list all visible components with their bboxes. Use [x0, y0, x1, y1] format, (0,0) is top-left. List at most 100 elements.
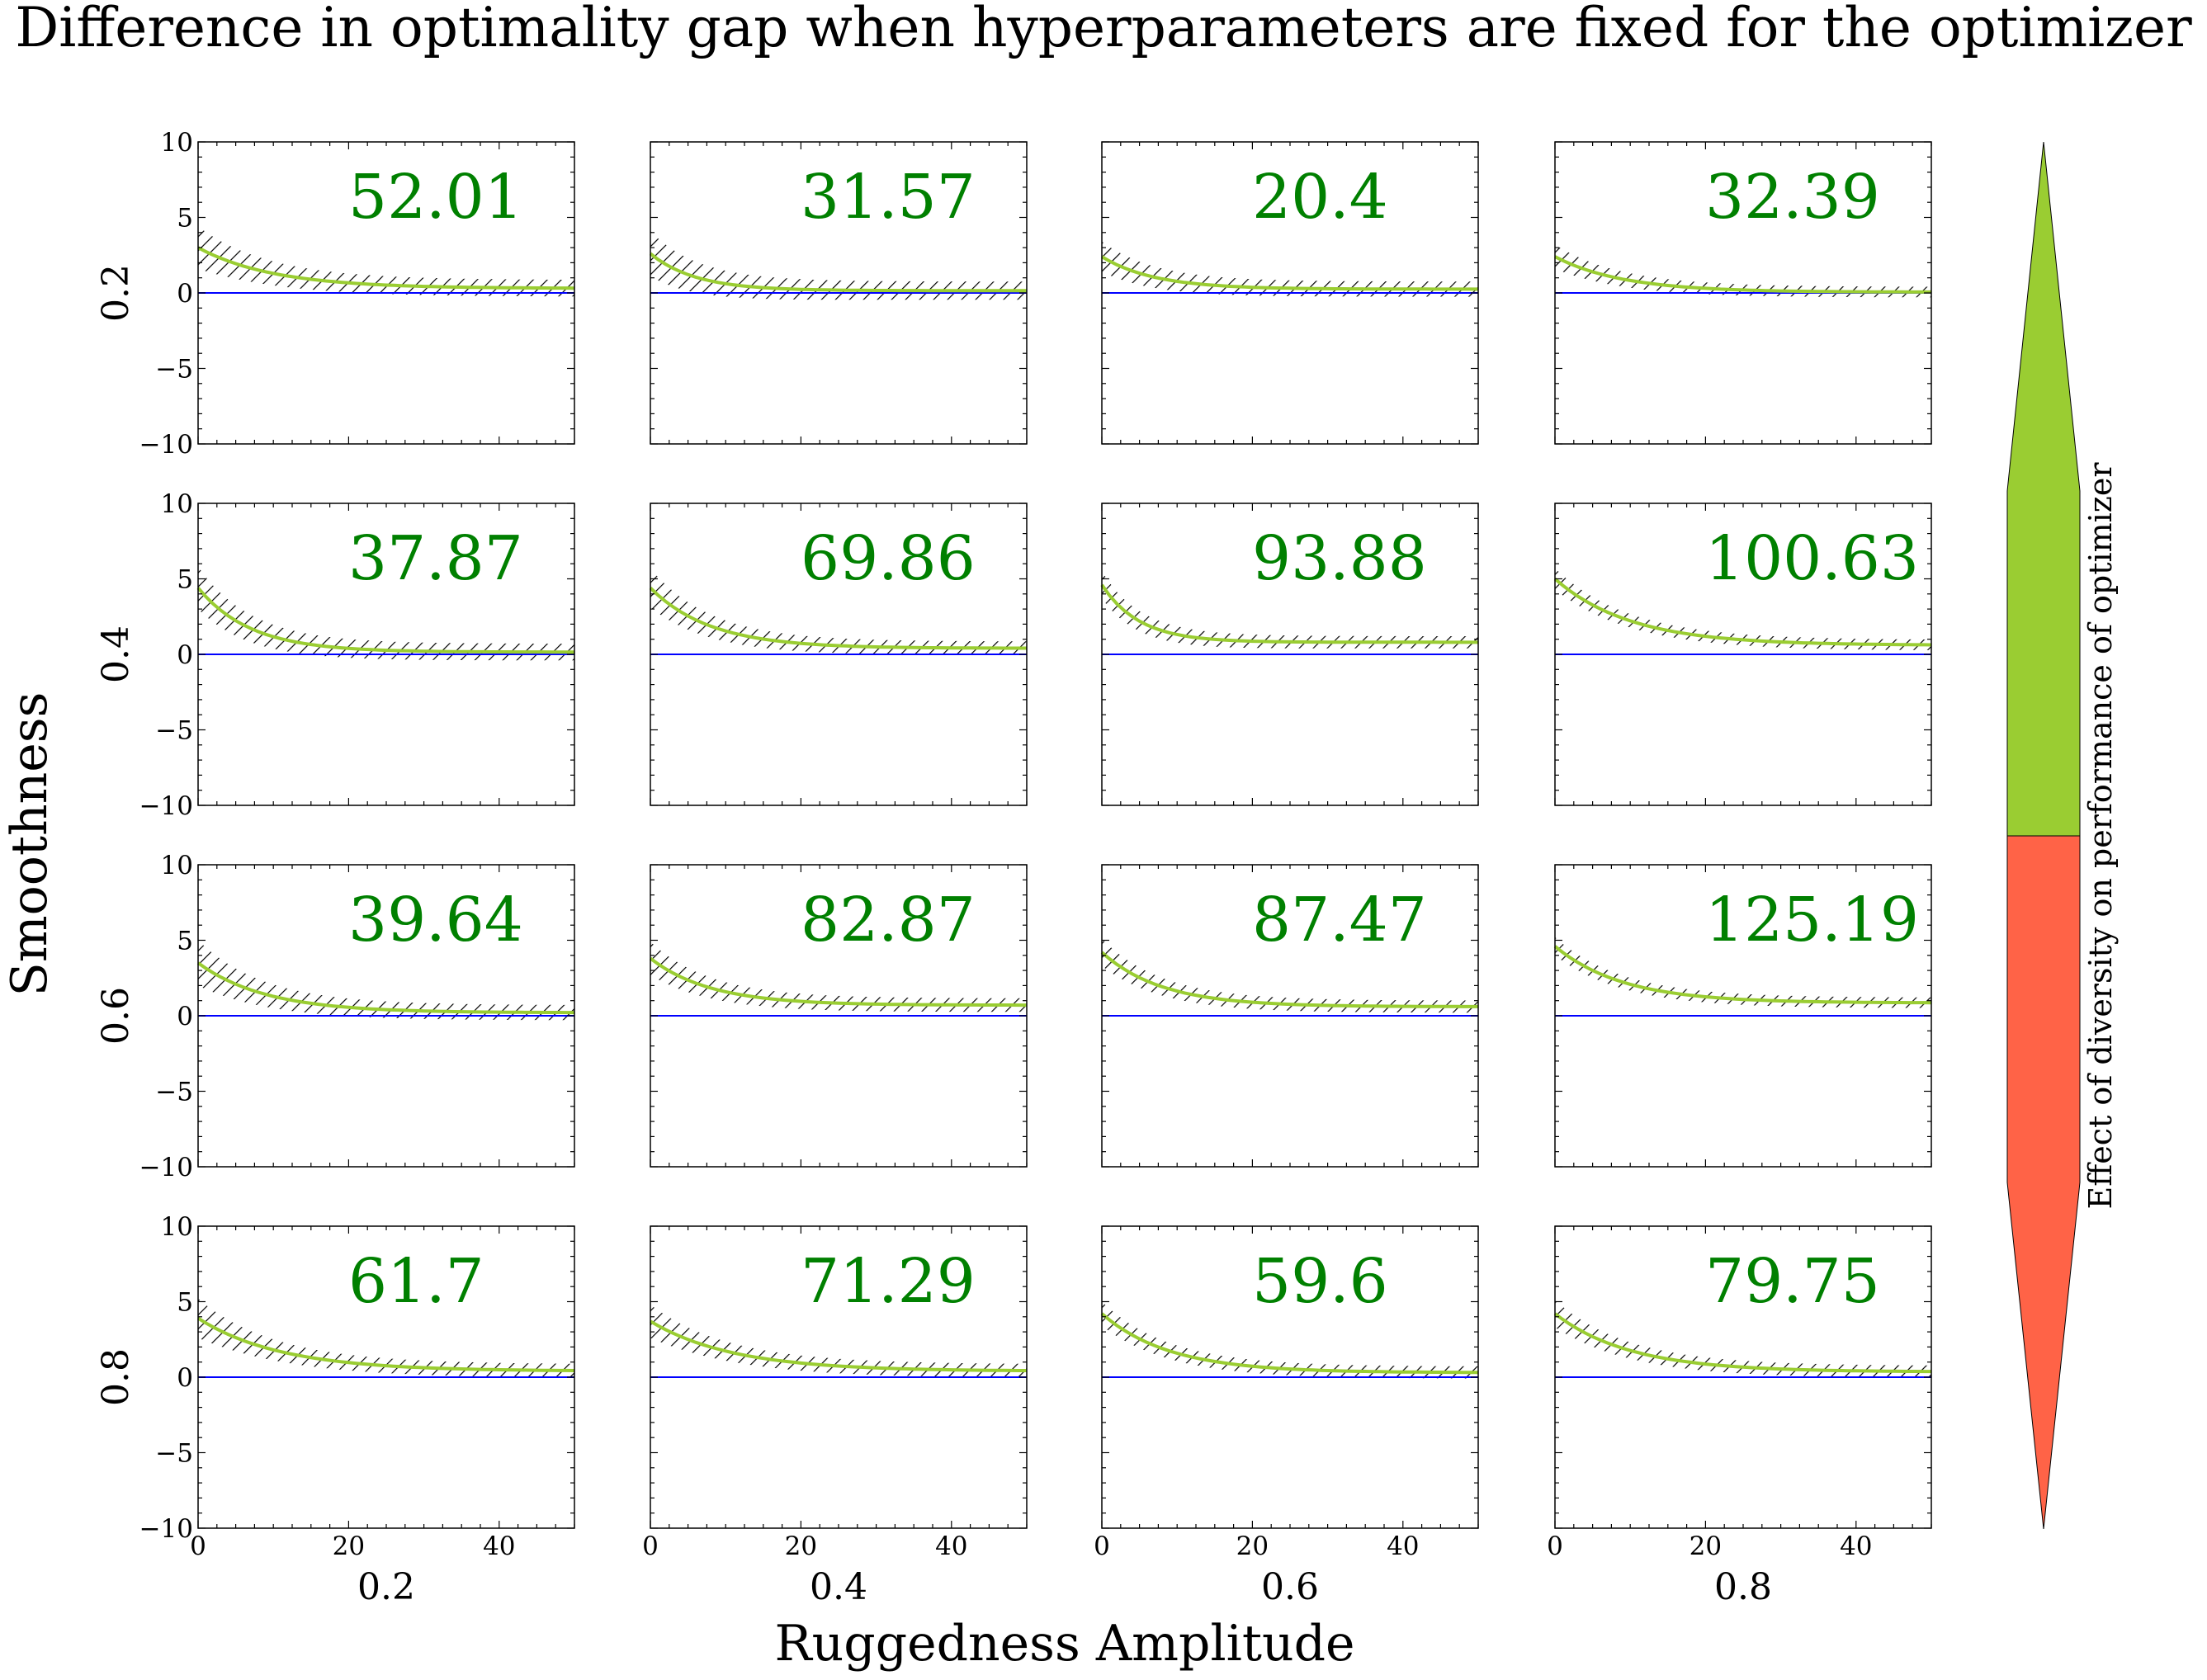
x-tick-label: 0: [1094, 1531, 1110, 1561]
y-tick-label: 5: [177, 927, 193, 956]
mean-line: [1100, 951, 1478, 1008]
panel-r4-c4: 0 20 40 0.8 79.75: [1547, 1225, 1932, 1608]
panel-annotation: 52.01: [348, 162, 523, 233]
panel-annotation: 69.86: [801, 523, 976, 594]
y-tick-label: −10: [139, 1153, 193, 1182]
mean-line: [650, 1319, 1027, 1372]
panel-annotation: 20.4: [1252, 162, 1388, 233]
y-tick-label: 10: [161, 128, 193, 158]
panel-r1-c3: 20.4: [1101, 141, 1479, 445]
y-tick-label: 5: [177, 565, 193, 595]
y-tick-label: −5: [155, 716, 193, 746]
x-tick-label: 20: [333, 1531, 365, 1561]
ci-band: [650, 1305, 1027, 1378]
column-label: 0.8: [1714, 1566, 1772, 1608]
x-tick-label: 20: [1236, 1531, 1269, 1561]
mean-line: [649, 252, 1027, 293]
y-tick-label: 5: [177, 204, 193, 234]
panel-annotation: 82.87: [801, 885, 976, 956]
y-tick-label: 10: [161, 851, 193, 880]
y-tick-label: −10: [139, 791, 193, 821]
ci-band: [1555, 1300, 1931, 1378]
row-label: 0.2: [95, 264, 137, 322]
y-tick-label: −5: [155, 1078, 193, 1107]
x-tick-label: 20: [785, 1531, 817, 1561]
mean-line: [1101, 255, 1478, 291]
panel-r3-c4: 125.19: [1553, 864, 1932, 1168]
y-tick-label: 10: [161, 489, 193, 519]
colorbar-negative: [2006, 835, 2081, 1530]
row-label: 0.8: [95, 1348, 137, 1406]
figure-title: Difference in optimality gap when hyperp…: [15, 0, 2192, 59]
y-tick-label: −10: [139, 1514, 193, 1544]
panel-grid: 10 5 0 −5 −10 0.2 52.01 31.57 20.4 32.39 10 5 0 −5 −10…: [95, 128, 1932, 1608]
mean-line: [1553, 1312, 1931, 1374]
ci-band: [198, 226, 574, 297]
panel-r3-c1: 10 5 0 −5 −10 0.6 39.64: [95, 851, 575, 1182]
panel-r4-c3: 0 20 40 0.6 59.6: [1094, 1225, 1479, 1608]
y-tick-label: 10: [161, 1212, 193, 1242]
ci-band: [198, 566, 574, 661]
panel-annotation: 100.63: [1705, 523, 1919, 594]
ci-band: [650, 568, 1027, 655]
panel-r2-c1: 10 5 0 −5 −10 0.4 37.87: [95, 489, 575, 821]
y-tick-label: 5: [177, 1288, 193, 1318]
x-tick-label: 0: [190, 1531, 206, 1561]
panel-r1-c4: 32.39: [1554, 141, 1932, 445]
mean-line: [197, 246, 575, 290]
panel-annotation: 61.7: [348, 1246, 484, 1317]
column-label: 0.2: [357, 1566, 415, 1608]
panel-annotation: 93.88: [1252, 523, 1427, 594]
y-tick-label: −5: [155, 1439, 193, 1469]
ci-band: [198, 1298, 574, 1378]
mean-line: [649, 956, 1027, 1008]
y-tick-label: −5: [155, 355, 193, 385]
x-tick-label: 40: [935, 1531, 967, 1561]
panel-annotation: 59.6: [1252, 1246, 1388, 1317]
panel-r2-c4: 100.63: [1553, 503, 1932, 806]
panel-r2-c2: 69.86: [649, 503, 1028, 806]
mean-line: [1100, 583, 1478, 644]
panel-r4-c1: 10 5 0 −5 −10 0.8 0 20 40 0.2 61.7: [95, 1212, 575, 1608]
x-tick-label: 0: [642, 1531, 659, 1561]
panel-annotation: 32.39: [1705, 162, 1880, 233]
y-axis-label: Smoothness: [1, 692, 59, 997]
y-tick-label: 0: [177, 279, 193, 309]
mean-line: [196, 1316, 575, 1372]
y-tick-label: 0: [177, 640, 193, 670]
x-tick-label: 40: [1840, 1531, 1872, 1561]
y-tick-label: 0: [177, 1002, 193, 1031]
x-tick-label: 20: [1690, 1531, 1722, 1561]
colorbar-label: Effect of diversity on performance of op…: [2082, 462, 2119, 1210]
panel-r4-c2: 0 20 40 0.4 71.29: [642, 1225, 1028, 1608]
column-label: 0.4: [810, 1566, 867, 1608]
panel-annotation: 37.87: [348, 523, 523, 594]
panel-r2-c3: 93.88: [1100, 503, 1479, 806]
mean-line: [649, 587, 1027, 650]
ci-band: [650, 231, 1027, 300]
panel-annotation: 31.57: [801, 162, 976, 233]
panel-r3-c2: 82.87: [649, 864, 1028, 1168]
mean-line: [1553, 577, 1932, 647]
mean-line: [196, 587, 574, 654]
panel-annotation: 39.64: [348, 885, 523, 956]
x-tick-label: 40: [1387, 1531, 1419, 1561]
y-tick-label: 0: [177, 1363, 193, 1393]
panel-annotation: 87.47: [1252, 885, 1427, 956]
mean-line: [1554, 255, 1931, 294]
colorbar-positive: [2006, 141, 2081, 837]
mean-line: [1553, 945, 1932, 1005]
x-tick-label: 0: [1547, 1531, 1563, 1561]
panel-r1-c2: 31.57: [649, 141, 1028, 445]
mean-line: [196, 961, 574, 1015]
mean-line: [1100, 1312, 1478, 1375]
panel-annotation: 71.29: [801, 1246, 976, 1317]
row-label: 0.6: [95, 987, 137, 1045]
panel-annotation: 79.75: [1705, 1246, 1880, 1317]
colorbar: Effect of diversity on performance of op…: [2006, 141, 2119, 1530]
row-label: 0.4: [95, 625, 137, 683]
panel-r1-c1: 10 5 0 −5 −10 0.2 52.01: [95, 128, 575, 460]
column-label: 0.6: [1261, 1566, 1319, 1608]
x-tick-label: 40: [483, 1531, 515, 1561]
